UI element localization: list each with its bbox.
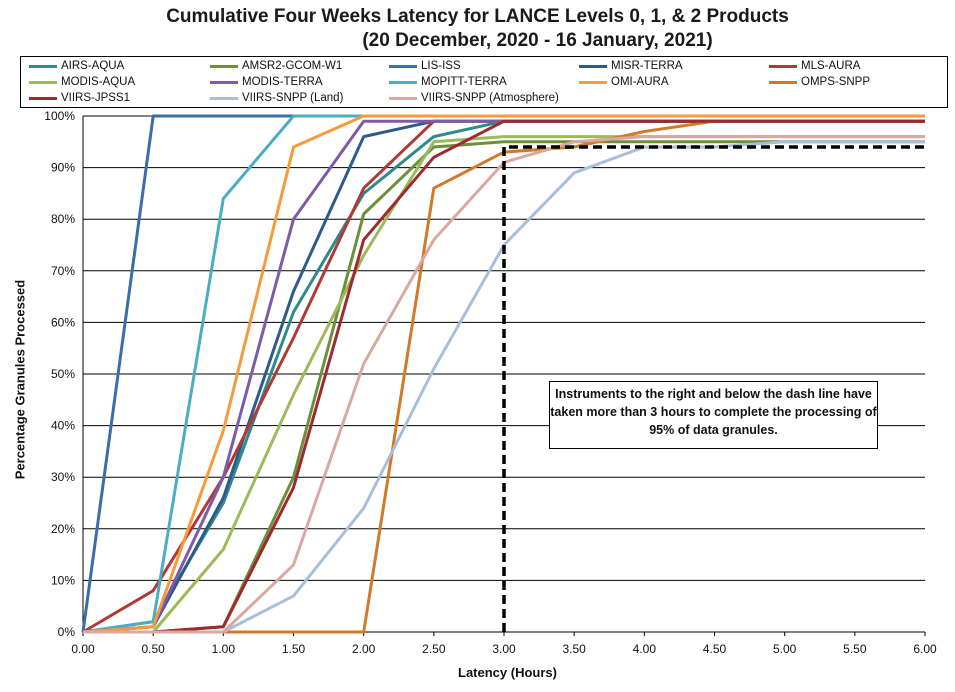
x-tick-label: 5.00 [773,642,797,656]
chart-subtitle: (20 December, 2020 - 16 January, 2021) [362,30,713,51]
x-tick-label: 0.00 [71,642,95,656]
legend-swatch [769,80,797,84]
legend-label: MODIS-AQUA [61,76,136,88]
y-tick-label: 70% [51,264,75,278]
y-tick-label: 60% [51,315,75,329]
legend-swatch [29,80,57,84]
x-tick-label: 4.00 [633,642,657,656]
x-tick-label: 3.00 [492,642,516,656]
y-tick-label: 90% [51,161,75,175]
x-tick-label: 6.00 [913,642,937,656]
legend-item: MLS-AURA [769,58,860,74]
threshold-dash-line [502,145,925,632]
legend-label: OMI-AURA [611,76,669,88]
legend-label: MLS-AURA [801,60,861,72]
legend-swatch [210,96,238,100]
y-tick-label: 50% [51,367,75,381]
legend-label: AMSR2-GCOM-W1 [242,60,343,72]
legend-item: OMI-AURA [579,74,669,90]
annotation-box: Instruments to the right and below the d… [549,381,878,449]
legend-item: LIS-ISS [389,58,461,74]
legend-item: MOPITT-TERRA [389,74,507,90]
legend-item: VIIRS-SNPP (Atmosphere) [389,90,559,106]
y-tick-label: 30% [51,470,75,484]
x-tick-label: 2.00 [352,642,376,656]
legend-swatch [29,96,57,100]
legend-label: VIIRS-SNPP (Land) [242,92,344,104]
x-tick-label: 1.00 [212,642,236,656]
series-line-omi-aura [82,114,925,634]
legend-swatch [210,64,238,68]
x-tick-label: 1.50 [282,642,306,656]
legend-label: LIS-ISS [421,60,461,72]
chart-legend: AIRS-AQUA AMSR2-GCOM-W1 LIS-ISS MISR-TERRA M… [20,56,948,108]
legend-label: VIIRS-SNPP (Atmosphere) [421,92,559,104]
legend-label: AIRS-AQUA [61,60,125,72]
x-tick-label: 4.50 [703,642,727,656]
x-tick-label: 3.50 [562,642,586,656]
legend-item: AMSR2-GCOM-W1 [210,58,342,74]
y-tick-label: 100% [44,109,75,123]
x-tick-label: 2.50 [422,642,446,656]
legend-swatch [579,64,607,68]
legend-item: VIIRS-JPSS1 [29,90,130,106]
legend-label: OMPS-SNPP [801,76,871,88]
legend-swatch [210,80,238,84]
legend-item: MISR-TERRA [579,58,683,74]
legend-item: VIIRS-SNPP (Land) [210,90,343,106]
legend-swatch [389,64,417,68]
legend-swatch [29,64,57,68]
legend-swatch [389,80,417,84]
legend-item: OMPS-SNPP [769,74,870,90]
legend-item: AIRS-AQUA [29,58,124,74]
legend-item: MODIS-AQUA [29,74,135,90]
y-tick-label: 10% [51,573,75,587]
legend-swatch [579,80,607,84]
y-tick-label: 40% [51,419,75,433]
legend-swatch [389,96,417,100]
legend-label: MOPITT-TERRA [421,76,507,88]
legend-label: VIIRS-JPSS1 [61,92,131,104]
legend-item: MODIS-TERRA [210,74,323,90]
series-line-viirs-jpss1 [83,119,925,634]
y-tick-label: 0% [58,625,76,639]
chart-title: Cumulative Four Weeks Latency for LANCE … [166,6,789,27]
legend-label: MODIS-TERRA [242,76,323,88]
legend-swatch [769,64,797,68]
x-tick-label: 5.50 [843,642,867,656]
x-tick-label: 0.50 [141,642,165,656]
y-tick-label: 80% [51,212,75,226]
x-axis-title: Latency (Hours) [458,665,557,680]
legend-label: MISR-TERRA [611,60,683,72]
y-axis-title: Percentage Granules Processed [12,279,28,480]
y-tick-label: 20% [51,522,75,536]
